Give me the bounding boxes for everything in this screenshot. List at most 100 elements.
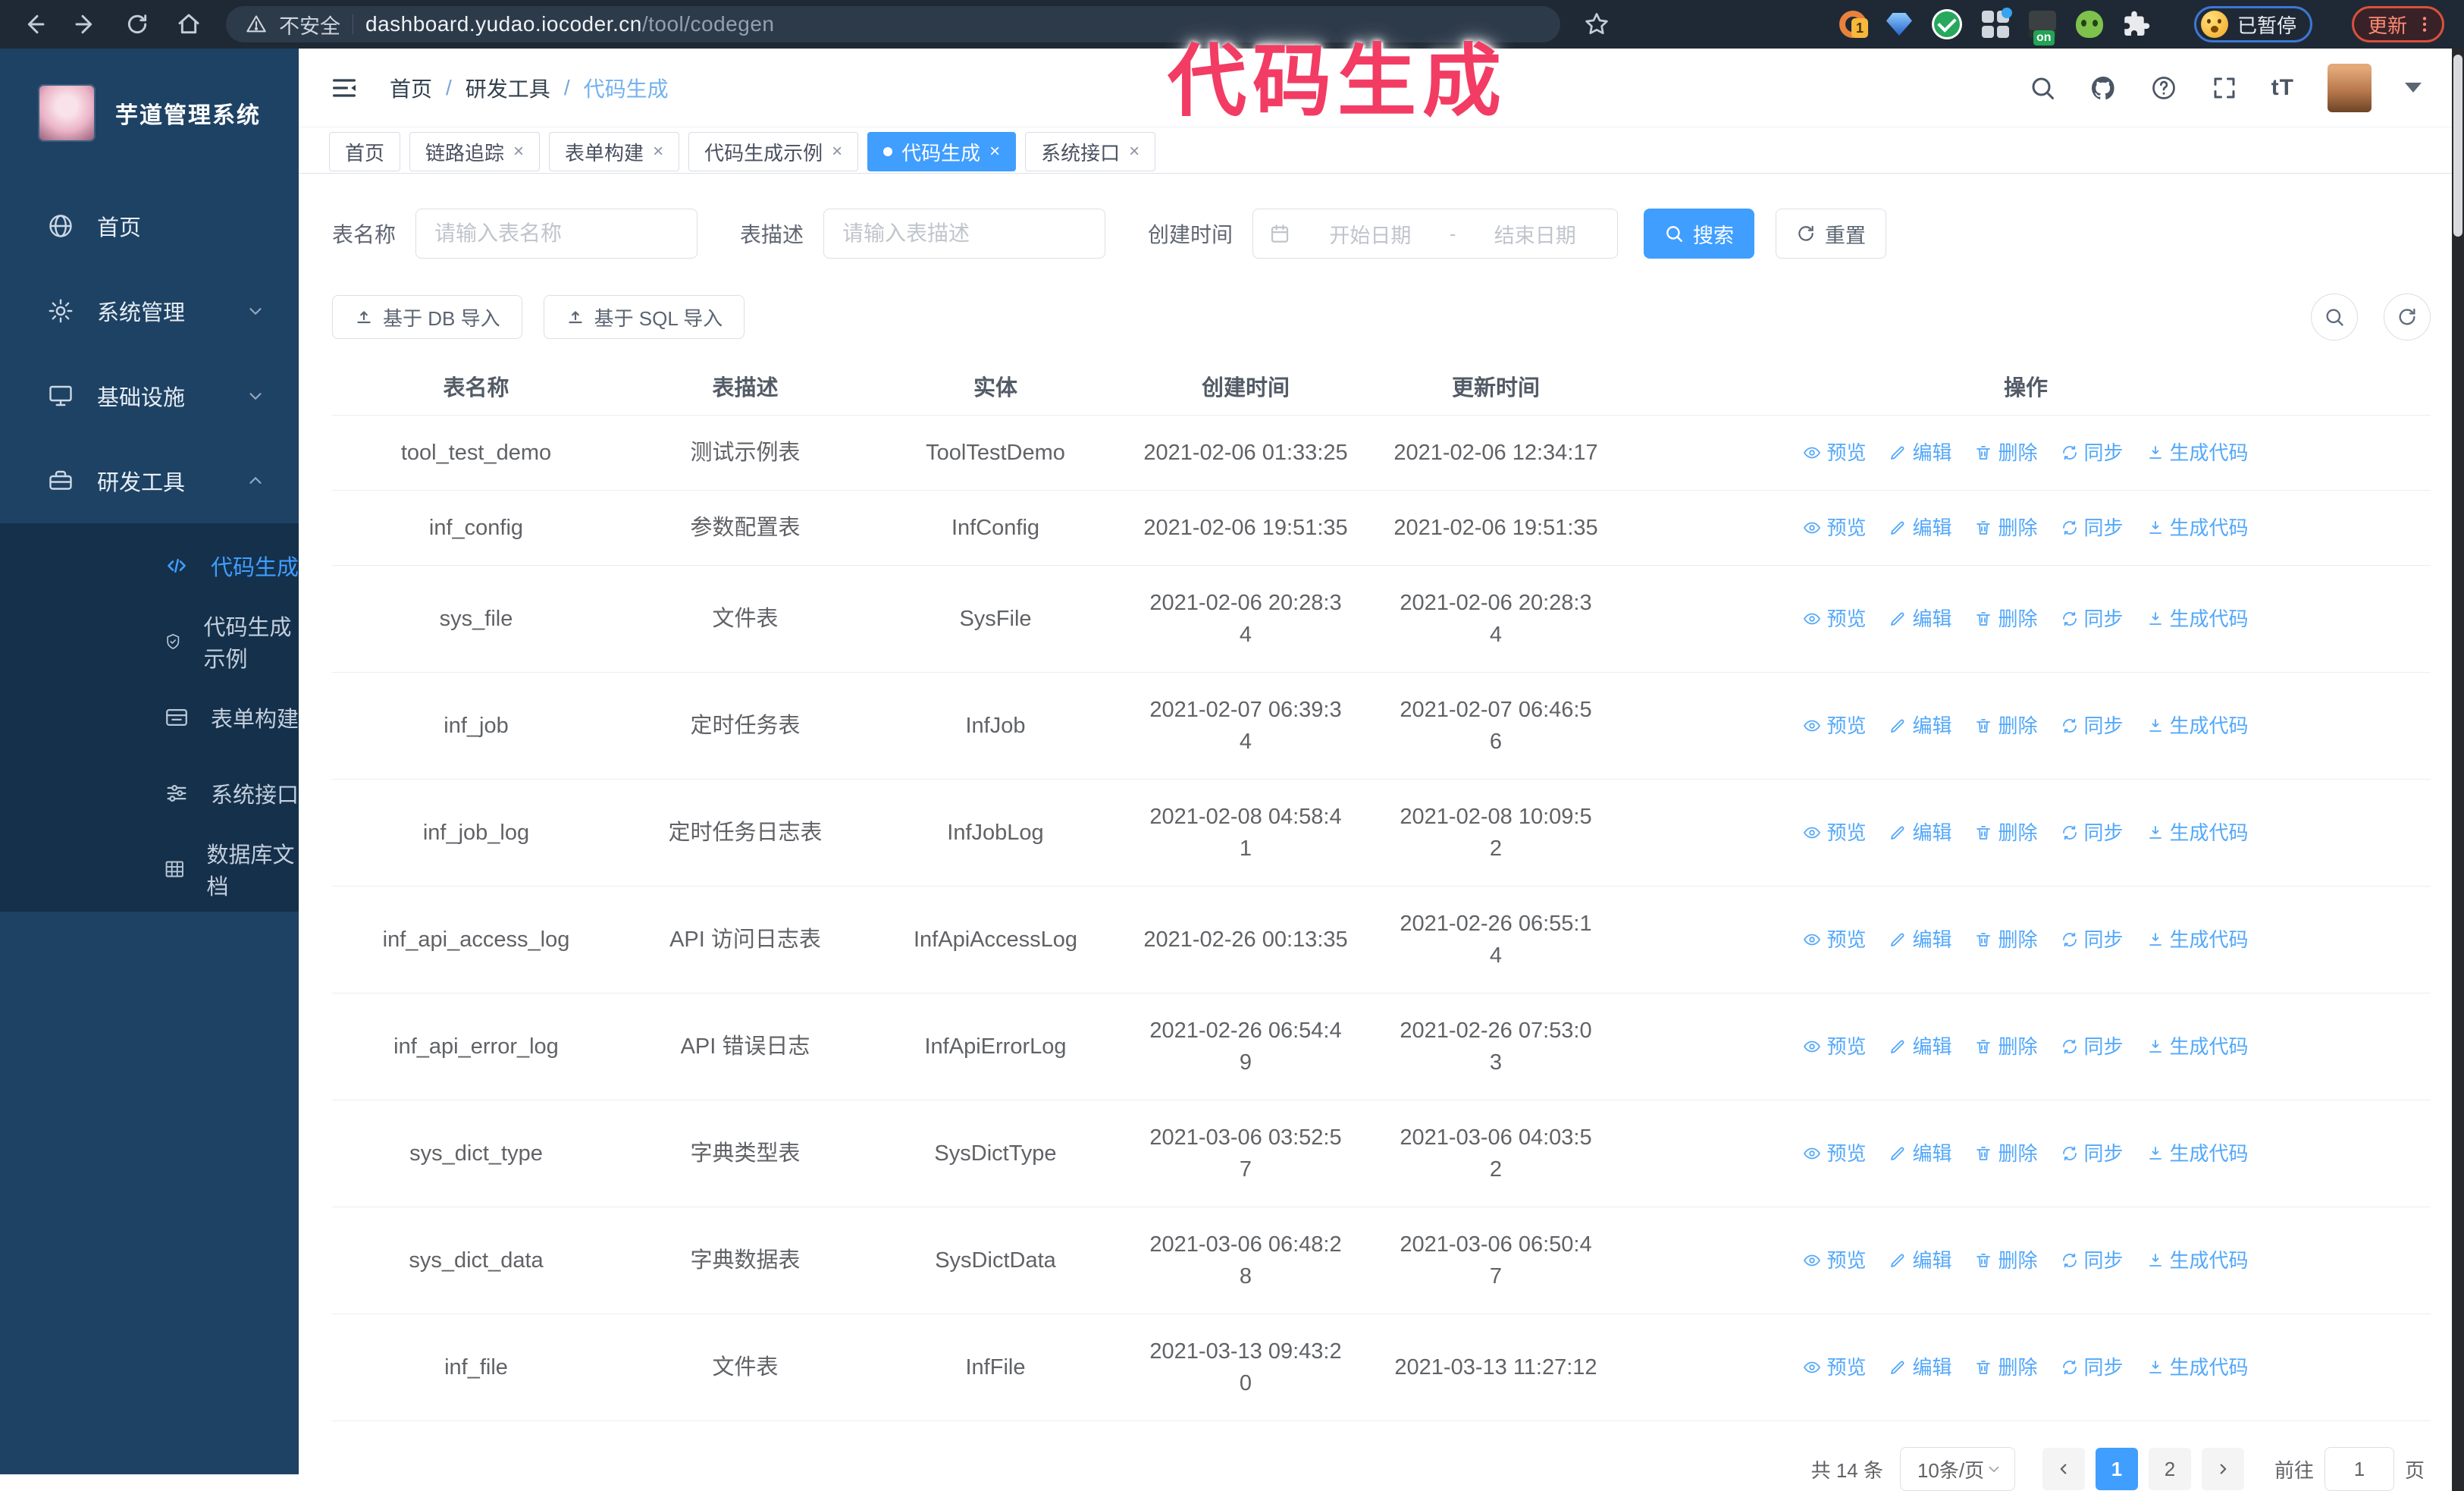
action-edit-link[interactable]: 编辑 (1889, 1138, 1951, 1169)
tab-item[interactable]: 链路追踪 × (409, 132, 541, 172)
action-generate-link[interactable]: 生成代码 (2146, 512, 2249, 544)
tab-item[interactable]: 代码生成 × (867, 132, 1017, 172)
action-preview-link[interactable]: 预览 (1803, 817, 1866, 849)
address-bar[interactable]: 不安全 dashboard.yudao.iocoder.cn/tool/code… (226, 6, 1560, 42)
tab-item[interactable]: 系统接口 × (1025, 132, 1156, 172)
action-edit-link[interactable]: 编辑 (1889, 437, 1951, 469)
sidebar-item-devtools[interactable]: 研发工具 (0, 438, 299, 523)
action-delete-link[interactable]: 删除 (1974, 1138, 2038, 1169)
action-edit-link[interactable]: 编辑 (1889, 1351, 1951, 1383)
action-preview-link[interactable]: 预览 (1803, 603, 1866, 635)
font-size-icon[interactable] (2271, 75, 2294, 101)
action-generate-link[interactable]: 生成代码 (2146, 1031, 2249, 1063)
action-sync-link[interactable]: 同步 (2061, 1138, 2124, 1169)
extension-grid-icon[interactable] (1981, 8, 2012, 38)
browser-back-button[interactable] (20, 10, 49, 39)
browser-menu-kebab-icon[interactable] (2415, 11, 2434, 37)
page-size-select[interactable]: 10条/页 (1899, 1447, 2015, 1491)
browser-forward-button[interactable] (71, 10, 100, 39)
action-preview-link[interactable]: 预览 (1803, 924, 1866, 956)
action-delete-link[interactable]: 删除 (1974, 1245, 2038, 1276)
date-range-picker[interactable]: 开始日期 - 结束日期 (1252, 209, 1619, 259)
logo-row[interactable]: 芋道管理系统 (0, 49, 299, 162)
action-sync-link[interactable]: 同步 (2061, 1031, 2124, 1063)
avatar-caret-icon[interactable] (2405, 83, 2422, 93)
action-delete-link[interactable]: 删除 (1974, 437, 2038, 469)
action-edit-link[interactable]: 编辑 (1889, 603, 1951, 635)
page-button[interactable]: 1 (2095, 1448, 2138, 1490)
github-icon[interactable] (2089, 74, 2117, 102)
action-sync-link[interactable]: 同步 (2061, 1351, 2124, 1383)
sidebar-item-form-builder[interactable]: 表单构建 (0, 680, 299, 755)
page-scrollbar[interactable] (2452, 49, 2464, 1491)
action-sync-link[interactable]: 同步 (2061, 1245, 2124, 1276)
extensions-puzzle-icon[interactable] (2123, 11, 2150, 38)
action-sync-link[interactable]: 同步 (2061, 603, 2124, 635)
import-db-button[interactable]: 基于 DB 导入 (332, 295, 522, 339)
action-delete-link[interactable]: 删除 (1974, 817, 2038, 849)
action-preview-link[interactable]: 预览 (1803, 1245, 1866, 1276)
browser-reload-button[interactable] (123, 10, 152, 39)
sidebar-item-codegen[interactable]: 代码生成 (0, 528, 299, 604)
next-page-button[interactable] (2201, 1448, 2244, 1490)
sidebar-item-infra[interactable]: 基础设施 (0, 353, 299, 438)
action-edit-link[interactable]: 编辑 (1889, 710, 1951, 742)
close-icon[interactable]: × (653, 141, 664, 162)
action-delete-link[interactable]: 删除 (1974, 924, 2038, 956)
close-icon[interactable]: × (513, 141, 525, 162)
action-preview-link[interactable]: 预览 (1803, 437, 1866, 469)
tab-item[interactable]: 表单构建 × (549, 132, 680, 172)
tab-item[interactable]: 首页 (329, 132, 401, 172)
action-preview-link[interactable]: 预览 (1803, 710, 1866, 742)
browser-update-chip[interactable]: 更新 (2351, 6, 2444, 42)
extension-proxy-icon[interactable]: 1 (1839, 11, 1868, 38)
extension-switch-icon[interactable]: on (2028, 11, 2056, 46)
action-generate-link[interactable]: 生成代码 (2146, 603, 2249, 635)
action-preview-link[interactable]: 预览 (1803, 1138, 1866, 1169)
breadcrumb-devtools[interactable]: 研发工具 (465, 77, 550, 101)
action-generate-link[interactable]: 生成代码 (2146, 1245, 2249, 1276)
action-preview-link[interactable]: 预览 (1803, 1351, 1866, 1383)
action-sync-link[interactable]: 同步 (2061, 817, 2124, 849)
action-sync-link[interactable]: 同步 (2061, 924, 2124, 956)
refresh-table-button[interactable] (2384, 293, 2431, 341)
action-generate-link[interactable]: 生成代码 (2146, 437, 2249, 469)
action-edit-link[interactable]: 编辑 (1889, 1031, 1951, 1063)
toggle-search-button[interactable] (2311, 293, 2358, 341)
help-icon[interactable] (2150, 74, 2177, 102)
search-button[interactable]: 搜索 (1644, 209, 1755, 259)
action-preview-link[interactable]: 预览 (1803, 1031, 1866, 1063)
import-sql-button[interactable]: 基于 SQL 导入 (543, 295, 745, 339)
action-preview-link[interactable]: 预览 (1803, 512, 1866, 544)
action-delete-link[interactable]: 删除 (1974, 710, 2038, 742)
action-delete-link[interactable]: 删除 (1974, 1351, 2038, 1383)
action-generate-link[interactable]: 生成代码 (2146, 1351, 2249, 1383)
reset-button[interactable]: 重置 (1776, 209, 1887, 259)
action-sync-link[interactable]: 同步 (2061, 512, 2124, 544)
action-sync-link[interactable]: 同步 (2061, 437, 2124, 469)
table-name-input[interactable] (415, 209, 698, 259)
close-icon[interactable]: × (1129, 141, 1140, 162)
action-edit-link[interactable]: 编辑 (1889, 1245, 1951, 1276)
breadcrumb-home[interactable]: 首页 (390, 77, 433, 101)
sidebar-item-system-api[interactable]: 系统接口 (0, 755, 299, 831)
fullscreen-icon[interactable] (2211, 74, 2238, 102)
sidebar-item-codegen-example[interactable]: 代码生成示例 (0, 604, 299, 680)
extension-gem-icon[interactable] (1886, 13, 1912, 36)
action-edit-link[interactable]: 编辑 (1889, 817, 1951, 849)
sidebar-item-system[interactable]: 系统管理 (0, 268, 299, 353)
page-button[interactable]: 2 (2148, 1448, 2191, 1490)
tab-item[interactable]: 代码生成示例 × (688, 132, 859, 172)
action-edit-link[interactable]: 编辑 (1889, 924, 1951, 956)
action-generate-link[interactable]: 生成代码 (2146, 924, 2249, 956)
close-icon[interactable]: × (832, 141, 843, 162)
action-delete-link[interactable]: 删除 (1974, 603, 2038, 635)
close-icon[interactable]: × (989, 141, 1001, 162)
profile-paused-chip[interactable]: 已暂停 (2193, 6, 2312, 42)
scrollbar-thumb[interactable] (2453, 55, 2462, 237)
action-sync-link[interactable]: 同步 (2061, 710, 2124, 742)
browser-home-button[interactable] (174, 10, 203, 39)
collapse-menu-icon[interactable] (329, 73, 359, 103)
sidebar-item-home[interactable]: 首页 (0, 184, 299, 268)
bookmark-star-icon[interactable] (1583, 11, 1610, 38)
